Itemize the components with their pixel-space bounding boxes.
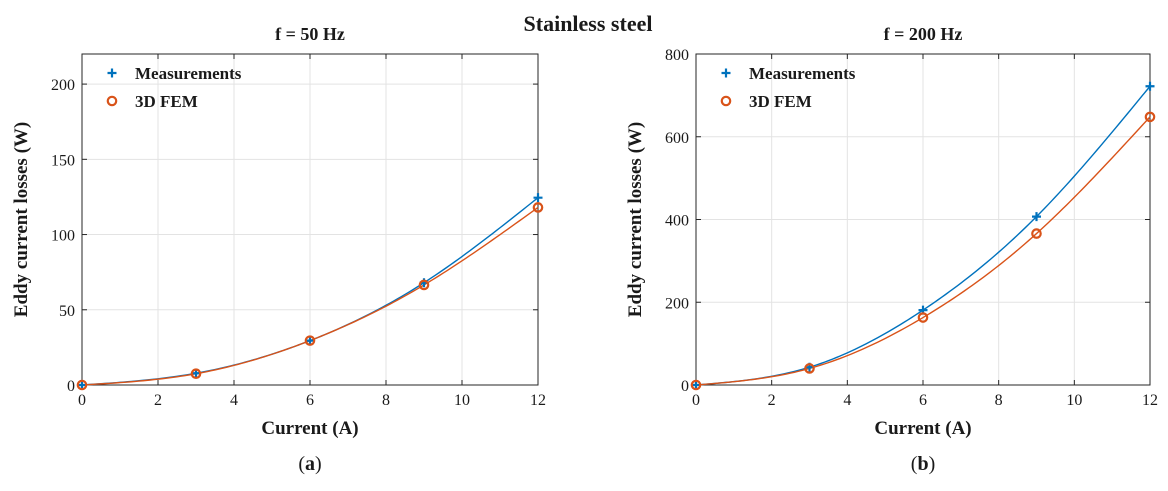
x-tick-label: 6 — [306, 392, 314, 409]
y-tick-label: 200 — [665, 295, 689, 312]
chart-title: f = 200 Hz — [884, 24, 963, 44]
legend-marker-fem — [106, 95, 118, 107]
figure-title: Stainless steel — [524, 11, 653, 36]
y-axis-label: Eddy current losses (W) — [11, 122, 32, 317]
y-tick-label: 150 — [51, 152, 75, 169]
legend-label: 3D FEM — [135, 92, 198, 111]
panel-label-letter: a — [305, 453, 315, 475]
y-tick-label: 400 — [665, 213, 689, 230]
panel-label-close: ) — [315, 453, 322, 475]
fem-point — [76, 379, 88, 391]
x-tick-label: 12 — [1142, 392, 1158, 409]
x-tick-label: 2 — [768, 392, 776, 409]
y-tick-label: 800 — [665, 47, 689, 64]
chart-panel-b: 0 2 4 6 8 10 12 0 200 400 600 800 f = 200 Hz Current … — [625, 24, 1158, 475]
x-tick-label: 10 — [1066, 392, 1082, 409]
fem-point — [304, 335, 316, 346]
panel-label-open: ( — [911, 453, 918, 475]
y-tick-label: 0 — [67, 378, 75, 395]
fem-point — [690, 379, 702, 391]
fem-point — [917, 312, 929, 323]
legend-label: 3D FEM — [749, 92, 812, 111]
fem-point — [804, 363, 815, 374]
fem-point — [532, 202, 544, 213]
chart-title: f = 50 Hz — [275, 24, 345, 44]
y-axis-label: Eddy current losses (W) — [625, 122, 646, 317]
measurement-point — [1032, 212, 1041, 222]
series-line-fem — [695, 116, 1151, 386]
legend-label: Measurements — [135, 64, 242, 83]
x-tick-label: 6 — [919, 392, 927, 409]
x-axis-label: Current (A) — [874, 418, 971, 439]
fem-point — [1144, 111, 1156, 123]
panel-label-open: ( — [298, 453, 305, 475]
y-tick-label: 200 — [51, 77, 75, 94]
x-tick-label: 0 — [78, 392, 86, 409]
y-tick-label: 100 — [51, 228, 75, 245]
fem-point — [190, 368, 202, 380]
panel-label: (b) — [911, 453, 935, 475]
measurement-point — [1145, 81, 1155, 91]
y-tick-label: 0 — [681, 378, 689, 395]
x-tick-label: 0 — [692, 392, 700, 409]
measurement-point — [691, 380, 701, 390]
legend-marker-measurements — [721, 68, 731, 78]
legend-marker-measurements — [107, 68, 117, 78]
x-axis-label: Current (A) — [261, 418, 358, 439]
legend-label: Measurements — [749, 64, 856, 83]
fem-point — [418, 279, 430, 291]
x-tick-label: 8 — [995, 392, 1003, 409]
panel-label: (a) — [298, 453, 321, 475]
x-tick-label: 12 — [530, 392, 546, 409]
y-tick-label: 600 — [665, 130, 689, 147]
y-tick-label: 50 — [59, 303, 75, 320]
measurement-point — [77, 380, 87, 390]
x-tick-label: 8 — [382, 392, 390, 409]
chart-panel-a: 0 2 4 6 8 10 12 0 50 100 150 200 f = 50 Hz Current (A… — [11, 24, 546, 475]
measurement-point — [305, 336, 315, 346]
fem-point — [1031, 228, 1042, 239]
x-tick-label: 2 — [154, 392, 162, 409]
measurement-point — [533, 193, 543, 203]
legend-marker-fem — [720, 95, 732, 107]
x-tick-label: 4 — [843, 392, 851, 409]
panel-label-close: ) — [929, 453, 936, 475]
panel-label-letter: b — [917, 453, 928, 475]
x-tick-label: 10 — [454, 392, 470, 409]
x-tick-label: 4 — [230, 392, 238, 409]
